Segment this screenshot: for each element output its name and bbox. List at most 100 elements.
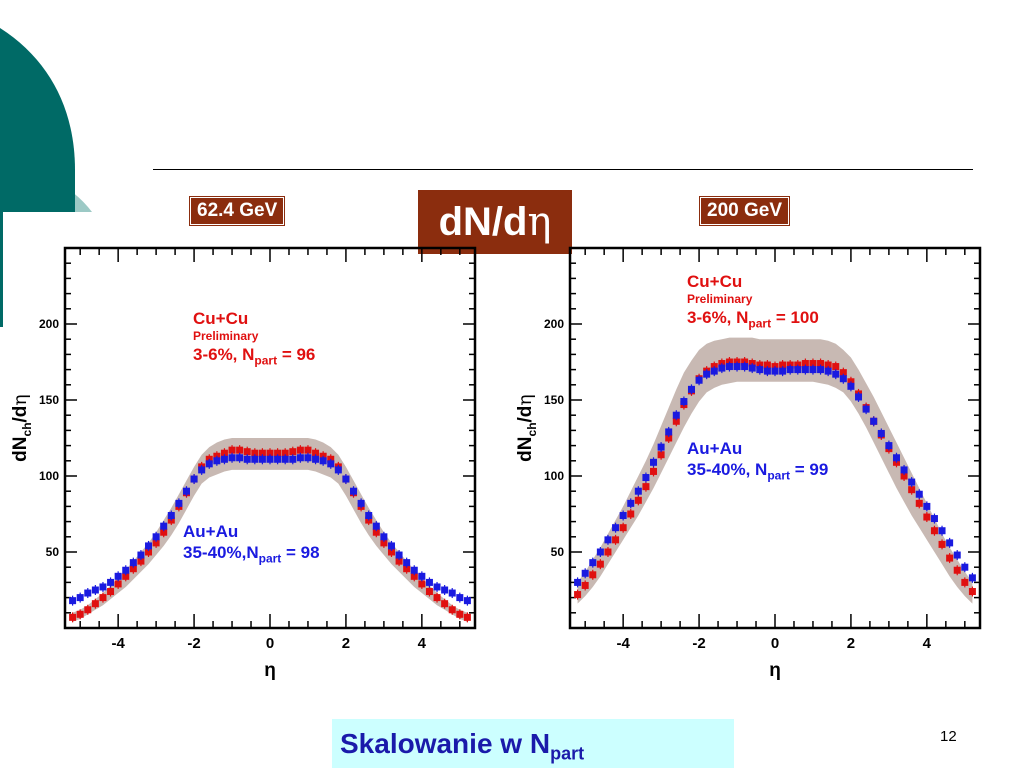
right-auau-centrality: 35-40%, Npart = 99 (687, 460, 829, 483)
cucu-point (433, 592, 441, 603)
auau-point (198, 464, 206, 475)
auau-point (403, 557, 411, 568)
right-cucu-system: Cu+Cu (687, 272, 743, 291)
auau-point (448, 588, 456, 599)
auau-point (589, 557, 597, 568)
auau-point (342, 474, 350, 485)
auau-point (236, 452, 244, 463)
auau-point (99, 581, 107, 592)
energy-label-62-gev: 62.4 GeV (188, 196, 286, 226)
cucu-point (107, 586, 115, 597)
auau-point (319, 455, 327, 466)
auau-point (915, 489, 923, 500)
auau-point (908, 477, 916, 488)
auau-point (771, 366, 779, 377)
auau-point (327, 458, 335, 469)
auau-point (69, 595, 77, 606)
auau-point (175, 498, 183, 509)
auau-point (855, 391, 863, 402)
auau-point (718, 363, 726, 374)
auau-point (946, 537, 954, 548)
auau-point (152, 531, 160, 542)
auau-point (122, 565, 130, 576)
auau-point (350, 486, 358, 497)
cucu-point (619, 522, 627, 533)
right-auau-annotation: Au+Au 35-40%, Npart = 99 (687, 438, 828, 484)
auau-point (418, 571, 426, 582)
auau-point (634, 486, 642, 497)
auau-point (258, 454, 266, 465)
left-cucu-system: Cu+Cu (193, 309, 249, 328)
auau-point (725, 361, 733, 372)
auau-point (756, 364, 764, 375)
auau-point (604, 534, 612, 545)
auau-point (877, 428, 885, 439)
auau-point (574, 577, 582, 588)
chart-200-gev: 50 100 150 200 -4 -2 0 2 4 η dNch/dη (514, 246, 982, 681)
cucu-point (946, 553, 954, 564)
cucu-point (456, 609, 464, 620)
auau-point (832, 369, 840, 380)
x-tick-label: 2 (847, 635, 855, 652)
auau-point (870, 416, 878, 427)
cucu-point (627, 509, 635, 519)
cucu-point (76, 609, 84, 620)
auau-point (441, 585, 449, 595)
auau-point (642, 472, 650, 483)
auau-point (763, 366, 771, 377)
cucu-point (930, 525, 938, 536)
auau-point (612, 522, 620, 533)
title-eta: η (527, 199, 552, 245)
right-cucu-annotation: Cu+Cu Preliminary 3-6%, Npart = 100 (687, 271, 819, 332)
auau-point (779, 366, 787, 377)
auau-point (205, 458, 213, 469)
auau-point (695, 375, 703, 386)
auau-point (190, 474, 198, 485)
auau-point (710, 366, 718, 377)
auau-point (794, 364, 802, 375)
footer-banner: Skalowanie w Npart (332, 719, 734, 768)
auau-point (251, 454, 259, 465)
auau-point (703, 369, 711, 380)
auau-point (84, 588, 92, 599)
cucu-point (99, 592, 107, 603)
x-tick-label: -4 (111, 635, 125, 652)
auau-point (619, 510, 627, 521)
cucu-point (448, 604, 456, 615)
auau-point (839, 373, 847, 384)
auau-point (680, 396, 688, 407)
left-auau-centrality: 35-40%,Npart = 98 (183, 543, 320, 566)
x-tick-label: 0 (771, 635, 779, 652)
y-tick-label: 100 (544, 469, 564, 483)
cucu-point (91, 598, 99, 609)
auau-point (581, 568, 589, 579)
left-cucu-centrality: 3-6%, Npart = 96 (193, 345, 316, 368)
y-tick-label: 150 (544, 393, 564, 407)
cucu-point (574, 589, 582, 600)
x-tick-label: 4 (418, 635, 427, 652)
cucu-point (634, 495, 642, 506)
auau-point (76, 592, 84, 603)
right-cucu-preliminary: Preliminary (687, 292, 753, 307)
auau-point (228, 452, 236, 463)
auau-point (372, 521, 380, 532)
teal-decoration (0, 28, 92, 327)
footer-text: Skalowanie w Npart (340, 728, 585, 764)
x-tick-label: 0 (266, 635, 274, 652)
auau-point (129, 557, 137, 568)
y-tick-label: 150 (39, 393, 59, 407)
auau-point (786, 364, 794, 375)
auau-point (220, 454, 228, 465)
title-prefix: dN/d (438, 199, 528, 244)
auau-point (456, 592, 464, 603)
y-tick-label: 200 (544, 317, 564, 331)
cucu-point (463, 612, 471, 623)
cucu-point (84, 604, 92, 615)
cucu-point (642, 481, 650, 492)
y-axis-label: dNch/dη (514, 394, 539, 462)
auau-point (114, 571, 122, 582)
x-axis-label: η (769, 660, 781, 681)
auau-point (281, 454, 289, 465)
auau-point (160, 521, 168, 532)
auau-point (387, 540, 395, 551)
